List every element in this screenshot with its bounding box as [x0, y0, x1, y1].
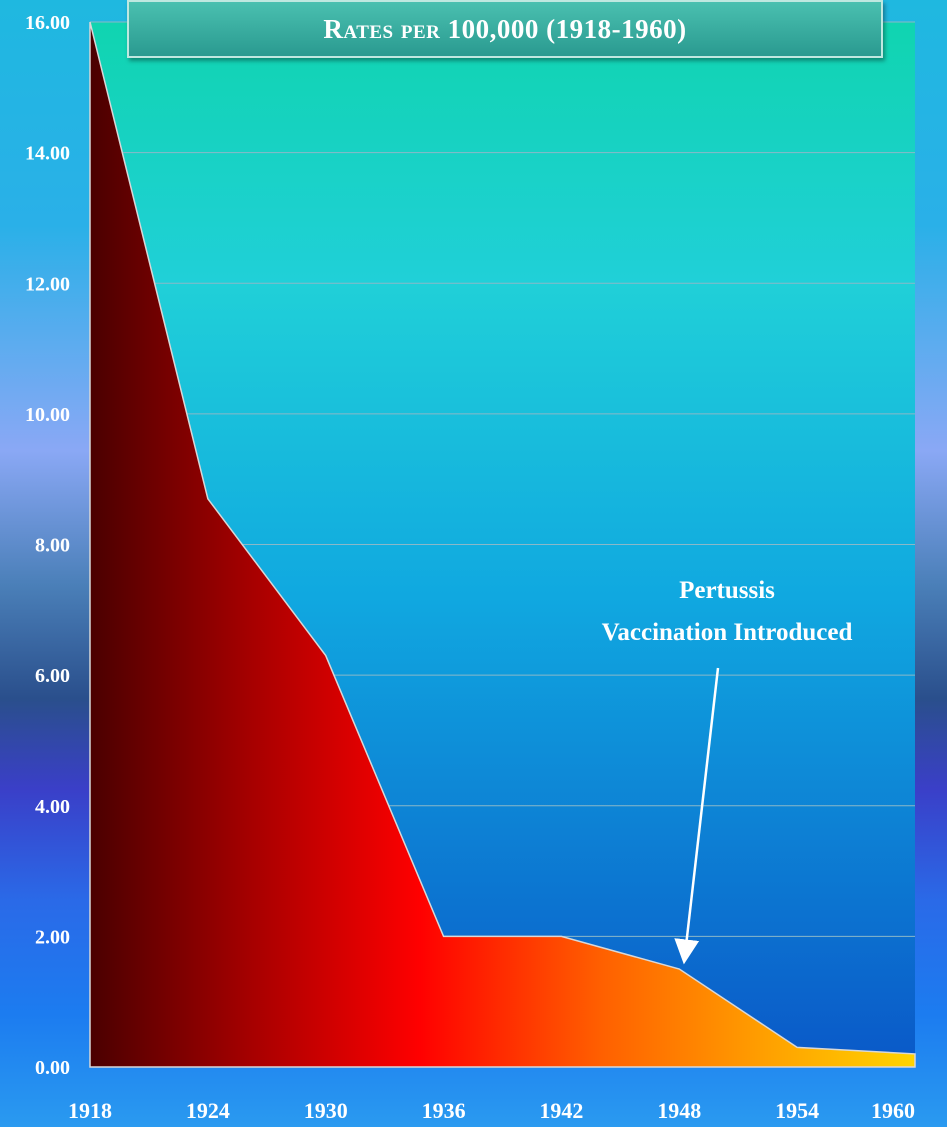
x-tick-label: 1924 — [186, 1098, 230, 1123]
x-tick-label: 1954 — [775, 1098, 819, 1123]
y-tick-label: 12.00 — [25, 273, 70, 295]
x-tick-label: 1918 — [68, 1098, 112, 1123]
y-tick-label: 6.00 — [35, 665, 70, 687]
annotation-line-2: Vaccination Introduced — [602, 619, 853, 646]
annotation: Pertussis Vaccination Introduced — [602, 577, 853, 965]
x-tick-label: 1942 — [539, 1098, 583, 1123]
x-tick-label: 1948 — [657, 1098, 701, 1123]
y-tick-label: 2.00 — [35, 926, 70, 948]
y-tick-label: 8.00 — [35, 535, 70, 557]
x-axis-ticks: 1918 1924 1930 1936 1942 1948 1954 1960 — [68, 1098, 915, 1123]
x-tick-label: 1936 — [422, 1098, 466, 1123]
y-tick-label: 16.00 — [25, 12, 70, 34]
y-tick-label: 4.00 — [35, 796, 70, 818]
data-area — [89, 21, 916, 1068]
chart-title-box: Rates per 100,000 (1918-1960) — [127, 0, 883, 58]
y-axis-ticks: 0.00 2.00 4.00 6.00 8.00 10.00 12.00 14.00 16.00 — [25, 12, 70, 1079]
annotation-line-1: Pertussis — [679, 577, 775, 604]
annotation-arrow — [674, 667, 720, 965]
x-tick-label: 1930 — [304, 1098, 348, 1123]
y-tick-label: 14.00 — [25, 143, 70, 165]
y-tick-label: 0.00 — [35, 1057, 70, 1079]
chart-title: Rates per 100,000 (1918-1960) — [323, 13, 687, 44]
x-tick-label: 1960 — [871, 1098, 915, 1123]
y-tick-label: 10.00 — [25, 404, 70, 426]
